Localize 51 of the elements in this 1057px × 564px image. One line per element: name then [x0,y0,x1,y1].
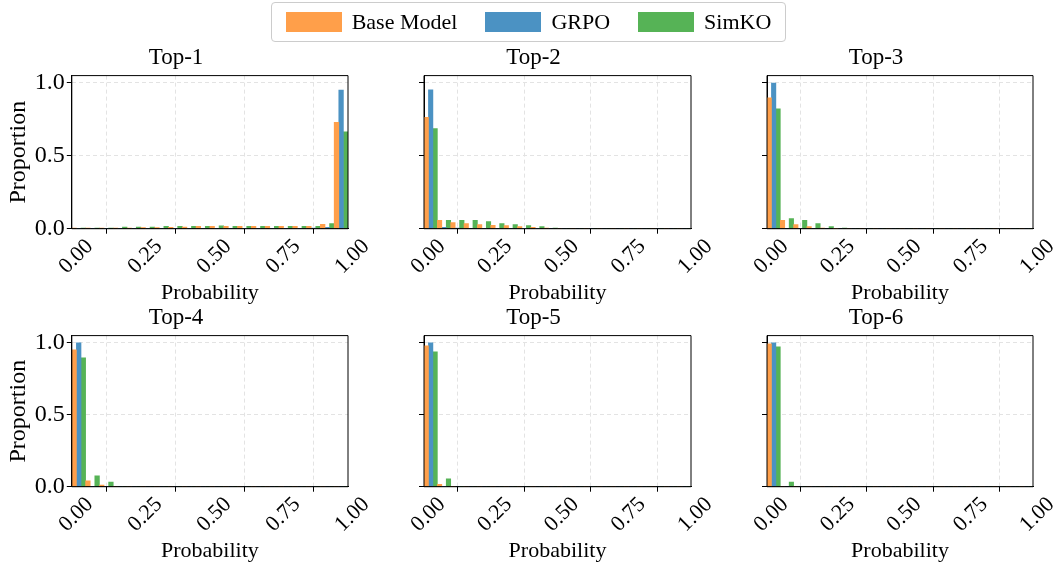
x-tick-label: 1.00 [328,232,374,278]
x-tick-label: 1.00 [328,490,374,536]
chart-title: Top-5 [506,303,561,329]
y-tick-label: 0.0 [34,214,65,241]
x-tick-label: 0.75 [604,232,650,278]
x-tick-label: 0.25 [814,490,860,536]
y-axis-title: Proportion [3,100,30,204]
y-tick-label: 0.0 [34,472,65,499]
x-axis-title: Probability [851,278,949,304]
x-tick-label: 0.50 [190,490,236,536]
x-axis-title: Probability [508,278,607,304]
x-tick-label: 1.00 [1013,232,1057,278]
x-axis-title: Probability [508,536,607,562]
x-axis-title: Probability [161,278,259,304]
y-axis-title: Proportion [3,359,30,463]
x-axis-title: Probability [851,536,949,562]
x-tick-label: 0.50 [538,490,584,536]
x-tick-label: 1.00 [671,490,717,536]
legend-label: Base Model [351,9,458,35]
x-tick-label: 0.25 [121,232,167,278]
x-tick-label: 0.50 [880,232,926,278]
chart-title: Top-2 [506,43,561,69]
chart-title: Top-3 [848,43,904,69]
chart-title: Top-1 [148,43,204,69]
y-tick-label: 0.5 [34,400,65,427]
legend-label: SimKO [704,9,772,35]
x-tick-label: 0.50 [190,232,236,278]
x-tick-label: 0.00 [747,490,793,536]
x-tick-label: 0.75 [604,490,650,536]
x-tick-label: 0.75 [259,232,305,278]
x-tick-label: 1.00 [1013,490,1057,536]
x-tick-label: 0.25 [814,232,860,278]
x-tick-label: 0.25 [471,490,517,536]
x-tick-label: 0.00 [747,232,793,278]
x-axis-title: Probability [161,536,259,562]
x-tick-label: 0.25 [121,490,167,536]
x-tick-label: 0.75 [259,490,305,536]
legend-label: GRPO [551,9,611,35]
x-tick-label: 0.00 [404,490,450,536]
y-tick-label: 0.5 [34,141,65,168]
x-tick-label: 0.50 [880,490,926,536]
x-tick-label: 0.50 [538,232,584,278]
x-tick-label: 0.25 [471,232,517,278]
y-tick-label: 1.0 [34,328,65,355]
y-tick-label: 1.0 [34,68,65,95]
chart-title: Top-4 [148,303,204,329]
chart-title: Top-6 [848,303,904,329]
x-tick-label: 0.75 [947,490,993,536]
x-tick-label: 0.00 [404,232,450,278]
x-tick-label: 1.00 [671,232,717,278]
x-tick-label: 0.75 [947,232,993,278]
